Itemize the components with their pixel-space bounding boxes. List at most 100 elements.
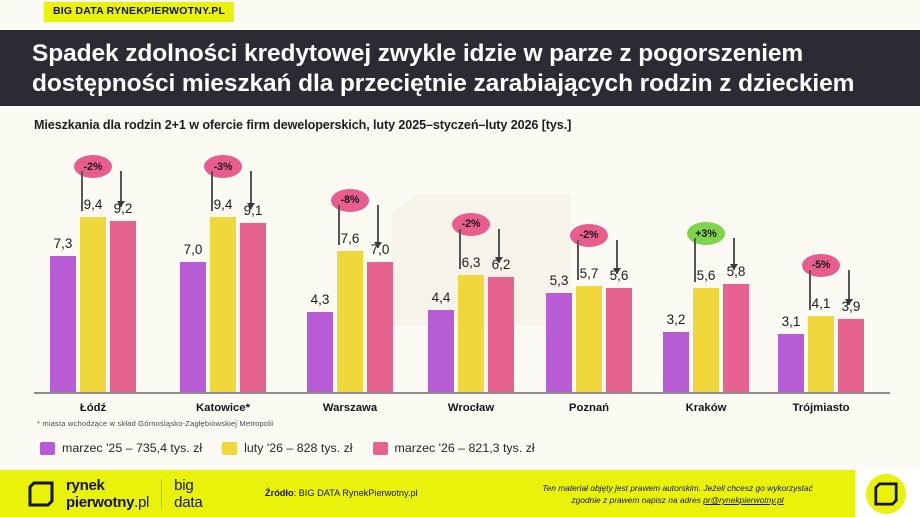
badge-arrow-line [377,204,379,248]
brand-logo[interactable]: rynek pierwotny.pl big data [28,478,203,510]
category-label: Kraków [685,402,727,414]
badge-stem [81,171,83,212]
bar-value-label: 4,3 [310,292,330,308]
copyright-text: Ten materiał objęty jest prawem autorski… [505,482,850,506]
legend-swatch [372,441,388,455]
chart-legend: marzec '25 – 735,4 tys. zł luty '26 – 828… [40,441,535,455]
legend-swatch [40,441,55,455]
chart-subtitle: Mieszkania dla rodzin 2+1 w ofercie firm… [34,118,572,132]
bar [546,293,572,392]
category-label: Warszawa [322,402,378,414]
footer-divider [161,479,163,509]
badge-arrow-head [117,200,125,207]
badge-arrow-line [120,171,122,207]
plot-area: 7,3 9,4 9,2 -2% Łódź 7,0 9,4 9,1 -3% Katowice* 4,3… [0,150,920,414]
bar-value-label: 5,6 [696,267,716,283]
brand-wordmark: rynek pierwotny.pl [66,478,149,510]
copyright-line-1: Ten materiał objęty jest prawem autorski… [542,483,813,493]
bigdata-wordmark: big data [174,478,203,511]
logo-suffix: .pl [134,494,150,511]
x-axis-line [34,392,890,394]
chart-footnote: * miasta wchodzące w skład Górnośląsko-Z… [37,419,274,428]
legend-item[interactable]: marzec '26 – 821,3 tys. zł [372,441,535,455]
badge-arrow-head [247,202,255,209]
legend-label: marzec '26 – 821,3 tys. zł [394,441,535,455]
headline-band: Spadek zdolności kredytowej zwykle idzie… [0,30,920,106]
footer-logo-badge[interactable] [866,474,906,514]
bar [663,332,689,392]
source-value: : BIG DATA RynekPierwotny.pl [293,488,418,498]
badge-arrow-line [498,228,500,263]
bar-value-label: 6,3 [461,254,481,270]
change-badge: -2% [452,212,490,236]
badge-stem [459,228,461,269]
logo-mark-icon [874,482,898,506]
bar [50,256,76,392]
legend-label: marzec '25 – 735,4 tys. zł [62,441,203,455]
headline-line-1: Spadek zdolności kredytowej zwykle idzie… [32,40,804,67]
bar [693,287,719,392]
category-label: Wrocław [447,402,495,414]
change-badge: -3% [204,155,242,179]
change-badge: -2% [74,155,112,179]
bar [367,261,393,392]
change-badge: -5% [802,253,840,277]
badge-arrow-head [613,267,621,274]
source-text: Źródło: BIG DATA RynekPierwotny.pl [265,488,418,498]
legend-label: luty '26 – 828 tys. zł [244,441,353,455]
top-badge: BIG DATA RYNEKPIERWOTNY.PL [44,2,235,22]
bar [778,334,804,392]
bar-group: 4,3 7,6 7,0 -8% Warszawa [307,150,393,414]
bar [838,319,864,392]
badge-arrow-head [374,241,382,248]
bar [606,287,632,392]
bar-value-label: 4,4 [431,290,451,306]
bar-value-label: 4,1 [811,295,831,311]
footer-bar: rynek pierwotny.pl big data Źródło: BIG … [0,470,920,517]
change-badge: -2% [570,223,608,247]
badge-arrow-line [616,239,618,274]
bar-group: 3,2 5,6 5,8 +3% Kraków [663,150,749,414]
logo-line-1: rynek [66,477,105,494]
badge-stem [211,171,213,212]
badge-stem [577,239,579,280]
badge-arrow-head [845,299,853,306]
bar-group: 3,1 4,1 3,9 -5% Trójmiasto [778,150,864,414]
badge-arrow-line [733,238,735,271]
rynekpierwotny-logo-icon [28,481,54,507]
bar-value-label: 7,6 [340,230,360,246]
bar-value-label: 9,4 [213,197,233,213]
bar-value-label: 3,2 [666,312,686,328]
badge-arrow-head [730,264,738,271]
legend-item[interactable]: marzec '25 – 735,4 tys. zł [40,441,202,455]
badge-stem [694,238,696,282]
copyright-line-2: zgodnie z prawem napisz na adres [571,495,704,505]
bar [576,285,602,392]
bar-group: 7,3 9,4 9,2 -2% Łódź [50,150,136,414]
badge-stem [809,269,811,310]
category-label: Łódź [79,402,107,414]
badge-arrow-line [250,171,252,209]
badge-arrow-head [495,256,503,263]
bar [307,312,333,392]
contact-email-link[interactable]: pr@rynekpierwotny.pl [703,495,784,505]
bigdata-line-2: data [174,494,203,511]
bar [428,310,454,392]
category-label: Poznań [568,402,610,414]
bar [80,217,106,392]
bar [488,276,514,392]
legend-item[interactable]: luty '26 – 828 tys. zł [222,441,353,455]
bar [180,261,206,392]
badge-stem [338,204,340,245]
bar [808,315,834,392]
bar-group: 7,0 9,4 9,1 -3% Katowice* [180,150,266,414]
bar-value-label: 9,4 [83,197,103,213]
bar [240,222,266,392]
category-label: Trójmiasto [792,402,850,414]
bar [337,250,363,392]
logo-line-2: pierwotny [66,494,135,511]
bar-group: 4,4 6,3 6,2 -2% Wrocław [428,150,514,414]
bar-value-label: 7,0 [183,241,203,257]
bar [210,217,236,392]
